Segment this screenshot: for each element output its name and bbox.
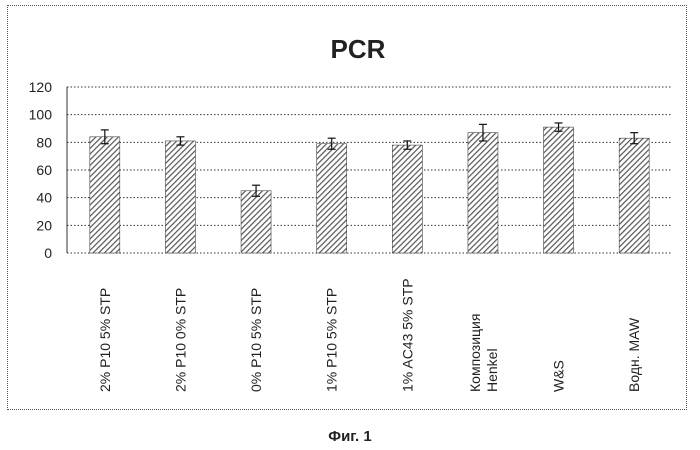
bar [90,137,120,253]
x-tick-label: 1% AC43 5% STP [399,278,415,392]
figure-caption: Фиг. 1 [0,428,700,445]
y-tick-label: 60 [36,162,52,178]
bar [317,144,347,253]
bar [165,141,195,253]
y-tick-label: 40 [36,190,52,206]
x-tick-label: Водн. MAW [626,317,642,392]
bar [544,127,574,253]
gridlines [67,87,672,225]
bar [241,191,271,253]
y-tick-label: 120 [29,79,53,95]
x-tick-label: 2% P10 5% STP [97,288,113,392]
x-tick-label: 0% P10 5% STP [248,288,264,392]
chart-title: PCR [331,34,386,64]
y-tick-label: 20 [36,217,52,233]
x-tick-label: КомпозицияHenkel [467,314,500,392]
bar [468,133,498,253]
x-axis: 2% P10 5% STP 2% P10 0% STP 0% P10 5% STP 1… [97,278,642,392]
bar [392,145,422,253]
bar [619,138,649,253]
y-tick-label: 0 [44,245,52,261]
y-tick-label: 80 [36,134,52,150]
x-tick-label: 2% P10 0% STP [172,288,188,392]
x-tick-label: W&S [551,360,567,392]
x-tick-label: 1% P10 5% STP [324,288,340,392]
bars [90,127,649,253]
y-tick-label: 100 [29,107,53,123]
